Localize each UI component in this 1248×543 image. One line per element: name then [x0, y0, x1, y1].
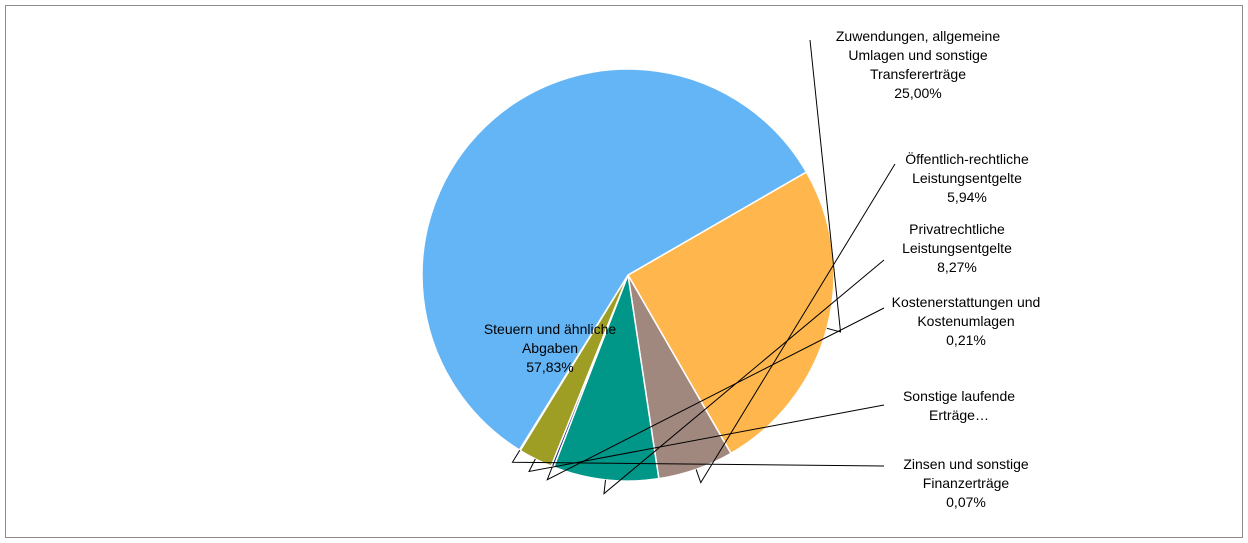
- leader-line-2: [603, 259, 885, 495]
- slice-label-6: Steuern und ähnliche Abgaben 57,83%: [484, 321, 617, 375]
- slice-label-4: Sonstige laufende Erträge…: [903, 388, 1015, 423]
- leader-line-0: [809, 39, 842, 333]
- slice-labels: Zuwendungen, allgemeine Umlagen und sonst…: [484, 28, 1041, 510]
- leader-lines: [511, 39, 896, 495]
- slice-label-3: Kostenerstattungen und Kostenumlagen 0,21%: [892, 294, 1041, 348]
- leader-line-5: [511, 450, 885, 467]
- slice-label-2: Privatrechtliche Leistungsentgelte 8,27%: [902, 221, 1012, 275]
- slice-label-5: Zinsen und sonstige Finanzerträge 0,07%: [903, 456, 1029, 510]
- pie-slice-0: [626, 170, 835, 455]
- leader-line-3: [546, 307, 885, 481]
- pie-slice-2: [552, 272, 660, 482]
- pie-slices: [421, 68, 835, 482]
- pie-slice-6: [421, 68, 808, 452]
- slice-label-1: Öffentlich-rechtliche Leistungsentgelte 5,…: [905, 150, 1029, 205]
- slice-label-0: Zuwendungen, allgemeine Umlagen und sonst…: [836, 28, 1000, 101]
- leader-line-1: [695, 163, 896, 484]
- leader-line-4: [528, 404, 885, 473]
